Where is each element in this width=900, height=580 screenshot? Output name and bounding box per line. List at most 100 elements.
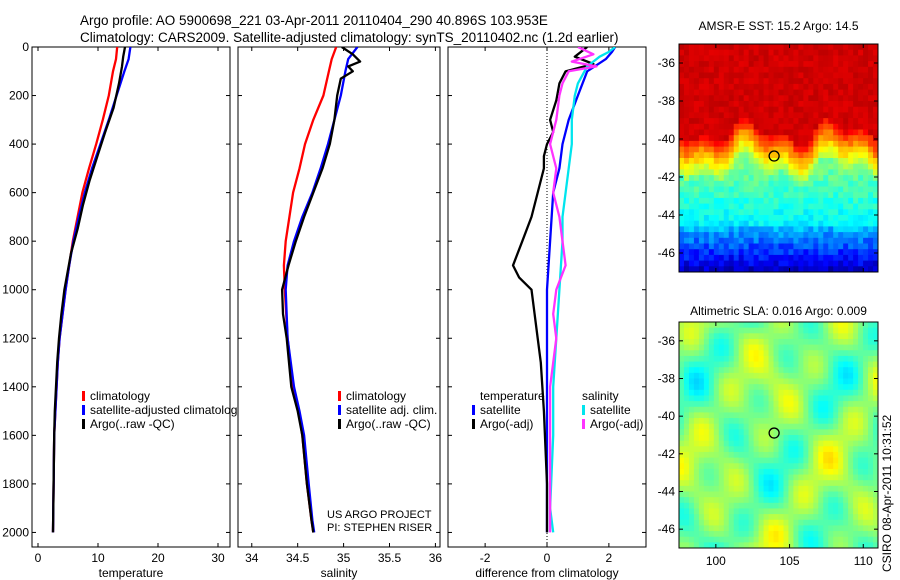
map-cell: [723, 158, 730, 165]
map-cell: [863, 361, 869, 368]
map-cell: [863, 412, 869, 419]
map-cell: [753, 519, 760, 526]
map-cell: [813, 226, 819, 233]
map-cell: [828, 350, 834, 357]
map-cell: [798, 474, 804, 481]
map-cell: [748, 440, 755, 447]
map-cell: [708, 474, 715, 481]
map-cell: [858, 169, 864, 176]
map-cell: [703, 197, 710, 205]
map-cell: [708, 106, 715, 113]
map-cell: [793, 180, 799, 188]
map-cell: [768, 395, 775, 402]
map-cell: [723, 338, 730, 346]
map-cell: [808, 355, 814, 363]
map-cell: [698, 531, 705, 538]
map-cell: [679, 406, 685, 413]
map-cell: [823, 491, 829, 498]
map-cell: [818, 412, 824, 419]
map-cell: [863, 401, 869, 408]
map-cell: [823, 180, 829, 188]
map-cell: [763, 95, 770, 102]
map-cell: [768, 440, 775, 447]
map-cell: [679, 226, 685, 233]
map-cell: [733, 203, 740, 210]
map-cell: [863, 129, 869, 136]
map-cell: [728, 497, 735, 504]
map-cell: [683, 101, 690, 108]
map-cell: [868, 333, 874, 340]
map-cell: [813, 55, 819, 62]
map-cell: [863, 327, 869, 334]
map-cell: [713, 514, 720, 521]
map-cell: [773, 344, 780, 351]
map-cell: [773, 395, 780, 402]
map-cell: [798, 418, 804, 425]
map-cell: [693, 197, 700, 205]
map-cell: [743, 451, 750, 459]
map-cell: [838, 203, 844, 210]
map-cell: [708, 186, 715, 193]
map-cell: [733, 146, 740, 153]
map-cell: [768, 418, 775, 425]
map-cell: [828, 536, 834, 543]
map-cell: [693, 226, 700, 233]
map-cell: [753, 232, 760, 239]
map-cell: [783, 266, 790, 272]
map-cell: [713, 163, 720, 170]
map-cell: [773, 169, 780, 176]
map-cell: [798, 197, 804, 205]
map-cell: [679, 367, 685, 374]
map-cell: [818, 531, 824, 538]
map-cell: [683, 129, 690, 136]
map-cell: [823, 423, 829, 430]
map-cell: [743, 49, 750, 56]
map-cell: [718, 260, 725, 267]
map-cell: [683, 429, 690, 436]
map-cell: [868, 440, 874, 447]
map-cell: [753, 412, 760, 419]
map-cell: [708, 192, 715, 199]
map-cell: [818, 361, 824, 368]
map-cell: [679, 232, 685, 239]
map-cell: [823, 519, 829, 526]
map-cell: [868, 406, 874, 413]
map-cell: [723, 519, 730, 526]
map-cell: [803, 169, 809, 176]
map-cell: [868, 152, 874, 159]
map-cell: [838, 266, 844, 272]
map-cell: [713, 333, 720, 340]
map-cell: [828, 203, 834, 210]
map-cell: [698, 158, 705, 165]
map-cell: [873, 446, 878, 453]
map-cell: [803, 474, 809, 481]
map-cell: [753, 508, 760, 515]
map-cell: [768, 423, 775, 430]
map-cell: [778, 463, 785, 470]
map-cell: [833, 169, 839, 176]
map-cell: [743, 249, 750, 256]
map-cell: [843, 322, 849, 329]
map-cell: [758, 401, 765, 408]
map-cell: [798, 333, 804, 340]
map-cell: [698, 152, 705, 159]
map-cell: [843, 435, 849, 442]
map-cell: [773, 367, 780, 374]
map-cell: [758, 106, 765, 113]
map-cell: [688, 175, 695, 182]
map-cell: [698, 118, 705, 125]
map-cell: [708, 44, 715, 51]
map-cell: [693, 333, 700, 340]
map-cell: [763, 254, 770, 262]
map-cell: [748, 519, 755, 526]
map-cell: [828, 49, 834, 56]
map-cell: [813, 378, 819, 385]
map-cell: [838, 44, 844, 51]
map-cell: [718, 226, 725, 233]
map-cell: [679, 78, 685, 85]
map-cell: [693, 72, 700, 79]
map-cell: [763, 519, 770, 526]
y-tick-label: 1400: [2, 380, 29, 394]
map-cell: [718, 163, 725, 170]
map-cell: [738, 232, 745, 239]
